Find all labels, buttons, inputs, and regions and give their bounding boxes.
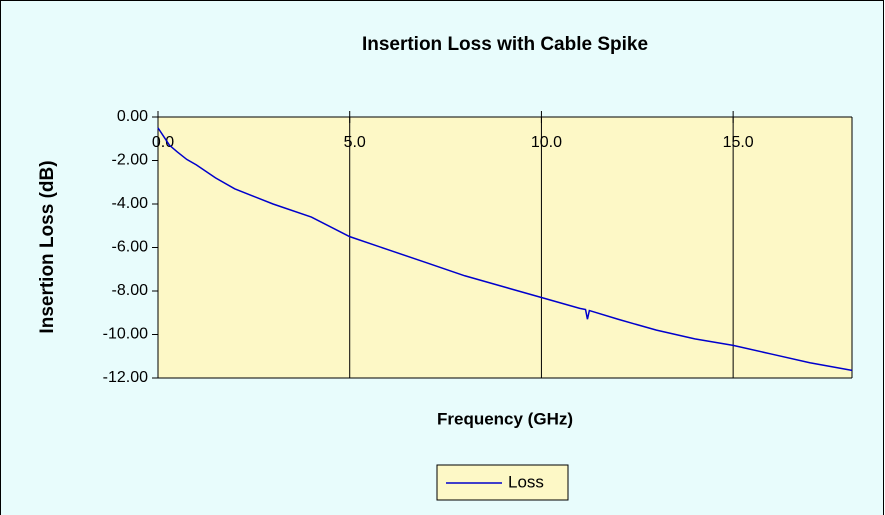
- x-tick-label: 0.0: [152, 134, 174, 151]
- legend-label: Loss: [508, 472, 544, 491]
- y-tick-label: -6.00: [112, 239, 149, 256]
- x-tick-label: 5.0: [344, 134, 366, 151]
- x-axis-label: Frequency (GHz): [437, 409, 573, 428]
- y-tick-label: -12.00: [103, 369, 148, 386]
- y-tick-label: -4.00: [112, 195, 149, 212]
- y-tick-label: 0.00: [117, 108, 148, 125]
- y-tick-label: -8.00: [112, 282, 149, 299]
- x-tick-label: 15.0: [723, 134, 754, 151]
- plot-area: [158, 117, 852, 378]
- y-axis-label: Insertion Loss (dB): [37, 160, 58, 333]
- y-tick-label: -10.00: [103, 326, 148, 343]
- chart-title: Insertion Loss with Cable Spike: [362, 34, 648, 55]
- data-line: [157, 127, 853, 372]
- y-tick-label: -2.00: [112, 152, 149, 169]
- x-tick-label: 10.0: [531, 134, 562, 151]
